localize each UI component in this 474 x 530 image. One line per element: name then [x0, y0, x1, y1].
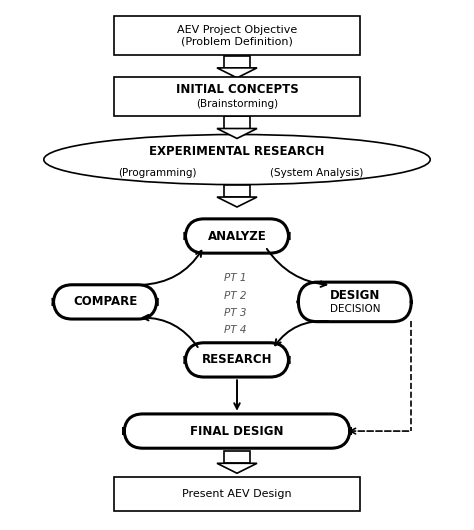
Polygon shape	[217, 128, 257, 138]
Polygon shape	[224, 451, 250, 463]
Polygon shape	[217, 197, 257, 207]
FancyBboxPatch shape	[115, 76, 359, 116]
Text: (Programming): (Programming)	[118, 167, 196, 178]
Text: COMPARE: COMPARE	[73, 295, 137, 308]
Text: INITIAL CONCEPTS: INITIAL CONCEPTS	[176, 83, 298, 96]
Polygon shape	[224, 185, 250, 197]
Text: PT 4: PT 4	[224, 325, 247, 335]
Polygon shape	[224, 56, 250, 68]
Text: RESEARCH: RESEARCH	[202, 354, 272, 366]
FancyBboxPatch shape	[53, 285, 157, 319]
Text: DESIGN: DESIGN	[329, 289, 380, 302]
Text: DECISION: DECISION	[329, 304, 380, 314]
FancyBboxPatch shape	[115, 16, 359, 56]
Text: (System Analysis): (System Analysis)	[271, 167, 364, 178]
FancyBboxPatch shape	[185, 219, 289, 253]
FancyBboxPatch shape	[115, 477, 359, 511]
Text: PT 1: PT 1	[224, 273, 247, 283]
Text: PT 3: PT 3	[224, 308, 247, 318]
Polygon shape	[224, 116, 250, 128]
FancyBboxPatch shape	[124, 414, 350, 448]
Text: Present AEV Design: Present AEV Design	[182, 489, 292, 499]
FancyBboxPatch shape	[185, 343, 289, 377]
Text: (Brainstorming): (Brainstorming)	[196, 99, 278, 109]
Text: ANALYZE: ANALYZE	[208, 229, 266, 243]
Ellipse shape	[44, 135, 430, 184]
Text: FINAL DESIGN: FINAL DESIGN	[190, 425, 284, 438]
Polygon shape	[217, 463, 257, 473]
Text: EXPERIMENTAL RESEARCH: EXPERIMENTAL RESEARCH	[149, 145, 325, 158]
FancyBboxPatch shape	[298, 282, 411, 322]
Text: PT 2: PT 2	[224, 290, 247, 301]
Text: AEV Project Objective
(Problem Definition): AEV Project Objective (Problem Definitio…	[177, 25, 297, 47]
Polygon shape	[217, 68, 257, 78]
